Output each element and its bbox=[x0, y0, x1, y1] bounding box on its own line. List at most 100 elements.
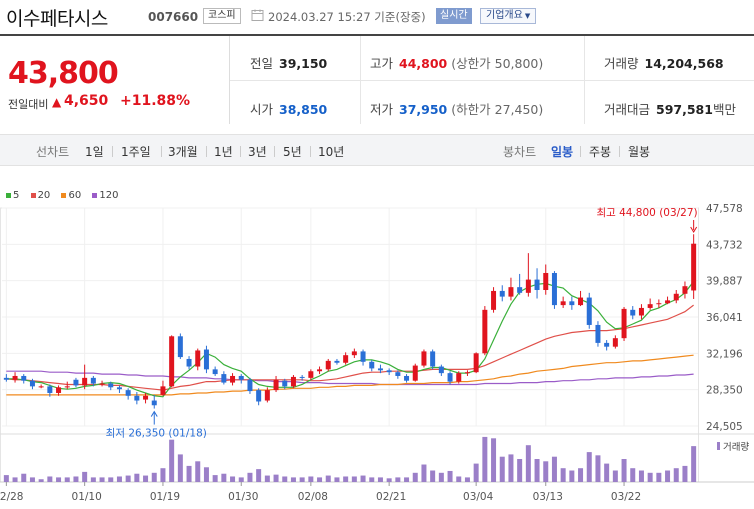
top-rule bbox=[0, 34, 754, 36]
legend-ma60[interactable]: 60 bbox=[61, 190, 81, 201]
candle-body bbox=[569, 301, 575, 306]
period-3m[interactable]: 3개월 bbox=[168, 145, 198, 159]
candle-body bbox=[456, 373, 462, 382]
candle-body bbox=[638, 307, 644, 316]
high-arrowhead-icon bbox=[690, 226, 698, 233]
candle-body bbox=[143, 395, 149, 400]
volume-bar bbox=[438, 472, 444, 482]
candle-daily[interactable]: 일봉 bbox=[551, 145, 574, 159]
volume-bar bbox=[334, 477, 340, 482]
period-3y[interactable]: 3년 bbox=[248, 145, 267, 159]
separator bbox=[112, 146, 113, 157]
volume-bar bbox=[38, 479, 44, 482]
candle-body bbox=[343, 355, 349, 363]
volume-bar bbox=[177, 454, 183, 482]
volume-bar bbox=[456, 476, 462, 482]
stat-label: 전일 bbox=[250, 56, 274, 71]
candle-body bbox=[473, 353, 479, 373]
legend-label: 60 bbox=[68, 190, 82, 201]
stats-panel: 전일 39,150 고가 44,800 (상한가 50,800) 거래량 14,204,… bbox=[230, 36, 754, 124]
legend-ma5[interactable]: 5 bbox=[6, 190, 19, 201]
legend-ma20[interactable]: 20 bbox=[30, 190, 50, 201]
volume-bar bbox=[430, 470, 436, 482]
candle-body bbox=[56, 387, 62, 393]
period-10y[interactable]: 10년 bbox=[318, 145, 345, 159]
period-1y[interactable]: 1년 bbox=[214, 145, 233, 159]
volume-bar bbox=[134, 473, 140, 482]
stat-high: 고가 44,800 (상한가 50,800) bbox=[370, 53, 543, 72]
stat-row-divider bbox=[230, 80, 754, 81]
realtime-badge[interactable]: 실시간 bbox=[436, 8, 472, 24]
candle-body bbox=[334, 360, 340, 363]
volume-bar bbox=[169, 439, 175, 482]
low-annotation: 최저 26,350 (01/18) bbox=[106, 428, 207, 440]
candle-body bbox=[195, 350, 201, 367]
volume-bar bbox=[47, 476, 53, 482]
low-arrowhead-icon bbox=[150, 410, 158, 417]
candle-body bbox=[586, 297, 592, 325]
period-1w[interactable]: 1주일 bbox=[121, 145, 151, 159]
candle-body bbox=[551, 272, 557, 306]
volume-bar bbox=[360, 475, 366, 482]
volume-bar bbox=[195, 461, 201, 482]
volume-bar bbox=[116, 476, 122, 482]
volume-bar bbox=[351, 476, 357, 482]
candle-body bbox=[682, 286, 688, 294]
volume-bar bbox=[143, 475, 149, 482]
x-tick-label: 03/04 bbox=[463, 491, 494, 503]
volume-label: 거래량 bbox=[723, 441, 749, 453]
candle-body bbox=[482, 309, 488, 354]
period-5y[interactable]: 5년 bbox=[283, 145, 302, 159]
stat-label: 저가 bbox=[370, 102, 394, 117]
separator bbox=[580, 146, 581, 157]
candle-body bbox=[299, 376, 305, 378]
volume-bar bbox=[682, 465, 688, 482]
volume-bar bbox=[369, 477, 375, 482]
y-tick-label: 28,350 bbox=[706, 385, 743, 397]
company-info-button[interactable]: 기업개요 ▼ bbox=[480, 8, 537, 24]
volume-bar bbox=[543, 461, 549, 482]
volume-bar bbox=[638, 470, 644, 482]
candle-body bbox=[560, 301, 566, 306]
candle-body bbox=[203, 349, 209, 370]
candle-body bbox=[656, 303, 662, 305]
candle-body bbox=[29, 380, 35, 387]
volume-bar bbox=[673, 468, 679, 482]
price-chart[interactable]: 47,578 43,732 39,887 36,041 32,196 28,350 24,5… bbox=[0, 200, 754, 509]
stat-value: 39,150 bbox=[279, 56, 328, 71]
candle-body bbox=[108, 383, 114, 388]
candle-weekly[interactable]: 주봉 bbox=[589, 145, 612, 159]
candle-body bbox=[282, 380, 288, 387]
x-tick-label: 02/21 bbox=[376, 491, 406, 503]
separator bbox=[206, 146, 207, 157]
volume-bar bbox=[56, 477, 62, 482]
legend-ma120[interactable]: 120 bbox=[92, 190, 119, 201]
volume-bar bbox=[212, 475, 218, 482]
candle-body bbox=[73, 379, 79, 386]
candle-body bbox=[47, 386, 53, 393]
change-label: 전일대비 bbox=[8, 98, 49, 111]
candle-monthly[interactable]: 월봉 bbox=[628, 145, 651, 159]
candle-body bbox=[90, 377, 96, 384]
volume-bar bbox=[473, 463, 479, 482]
candle-body bbox=[377, 368, 383, 371]
volume-bar bbox=[247, 472, 253, 482]
candle-body bbox=[160, 386, 166, 395]
volume-bar bbox=[595, 455, 601, 482]
volume-bar bbox=[560, 468, 566, 482]
volume-bar bbox=[73, 476, 79, 482]
volume-bar bbox=[299, 477, 305, 482]
stat-low: 저가 37,950 (하한가 27,450) bbox=[370, 99, 543, 118]
legend-swatch bbox=[6, 192, 11, 198]
volume-bar bbox=[256, 469, 262, 482]
volume-bar bbox=[108, 477, 114, 482]
legend-swatch bbox=[92, 192, 98, 198]
stat-value: 37,950 bbox=[399, 102, 448, 117]
candle-body bbox=[604, 342, 610, 347]
y-tick-label: 39,887 bbox=[706, 276, 743, 288]
candle-body bbox=[360, 351, 366, 362]
period-1d[interactable]: 1일 bbox=[85, 145, 104, 159]
candle-body bbox=[134, 395, 140, 401]
candle-body bbox=[64, 386, 70, 388]
x-tick-label: 03/22 bbox=[611, 491, 641, 503]
